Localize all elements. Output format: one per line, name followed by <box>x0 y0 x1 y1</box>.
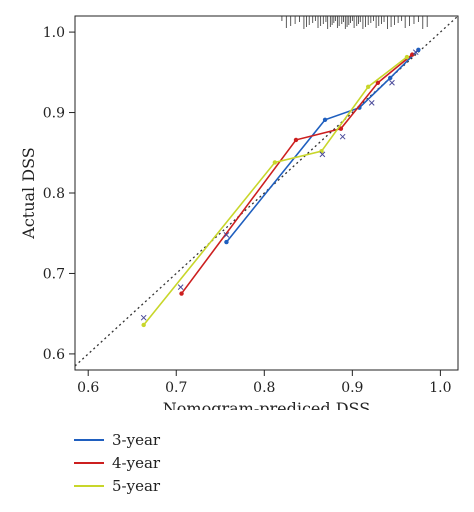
legend-label: 3-year <box>112 430 161 449</box>
y-tick-label: 1.0 <box>43 25 65 41</box>
legend-label: 4-year <box>112 453 161 472</box>
series-point-5-year <box>272 160 278 165</box>
series-point-5-year <box>319 148 324 154</box>
series-point-5-year <box>365 84 371 90</box>
y-axis-title: Actual DSS <box>19 147 38 239</box>
series-point-5-year <box>404 54 410 60</box>
cross-marker <box>339 133 346 140</box>
series-point-4-year <box>410 52 415 57</box>
legend-item-3-year: 3-year <box>74 428 160 451</box>
x-tick-label: 1.0 <box>429 380 451 396</box>
series-point-3-year <box>322 117 328 122</box>
series-point-4-year <box>338 126 344 131</box>
legend: 3-year 4-year 5-year <box>74 428 160 497</box>
cross-marker <box>368 100 375 106</box>
legend-swatch-5-year <box>74 484 104 487</box>
cross-marker <box>223 231 230 238</box>
series-point-4-year <box>293 137 299 143</box>
series-point-4-year <box>179 291 184 296</box>
legend-item-4-year: 4-year <box>74 451 160 474</box>
cross-marker <box>140 314 147 321</box>
legend-item-5-year: 5-year <box>74 474 160 497</box>
y-tick-label: 0.7 <box>43 266 65 282</box>
series-point-5-year <box>141 322 146 328</box>
y-tick-label: 0.6 <box>43 347 65 363</box>
legend-label: 5-year <box>112 476 161 495</box>
x-axis-title: Nomogram-prediced DSS <box>163 399 370 410</box>
series-point-3-year <box>224 239 229 245</box>
calibration-chart: 0.6 0.7 0.8 0.9 1.0 0.6 0.7 0.8 0.9 1.0 Nomogram-p… <box>19 15 459 410</box>
plot-area: 0.6 0.7 0.8 0.9 1.0 0.6 0.7 0.8 0.9 1.0 Nomogram-p… <box>19 15 459 410</box>
legend-swatch-3-year <box>74 438 104 441</box>
cross-marker <box>319 151 326 158</box>
x-tick-label: 0.8 <box>253 380 275 396</box>
cross-marker <box>412 49 419 56</box>
x-tick-label: 0.6 <box>77 380 99 396</box>
x-tick-label: 0.9 <box>341 380 363 396</box>
legend-swatch-4-year <box>74 461 104 464</box>
y-tick-label: 0.8 <box>43 186 65 202</box>
x-tick-label: 0.7 <box>165 380 187 396</box>
cross-marker <box>177 284 184 290</box>
series-point-4-year <box>375 80 381 85</box>
series-point-3-year <box>388 75 393 81</box>
reference-diagonal <box>74 15 459 367</box>
y-tick-label: 0.9 <box>43 106 65 122</box>
cross-marker <box>389 79 395 86</box>
